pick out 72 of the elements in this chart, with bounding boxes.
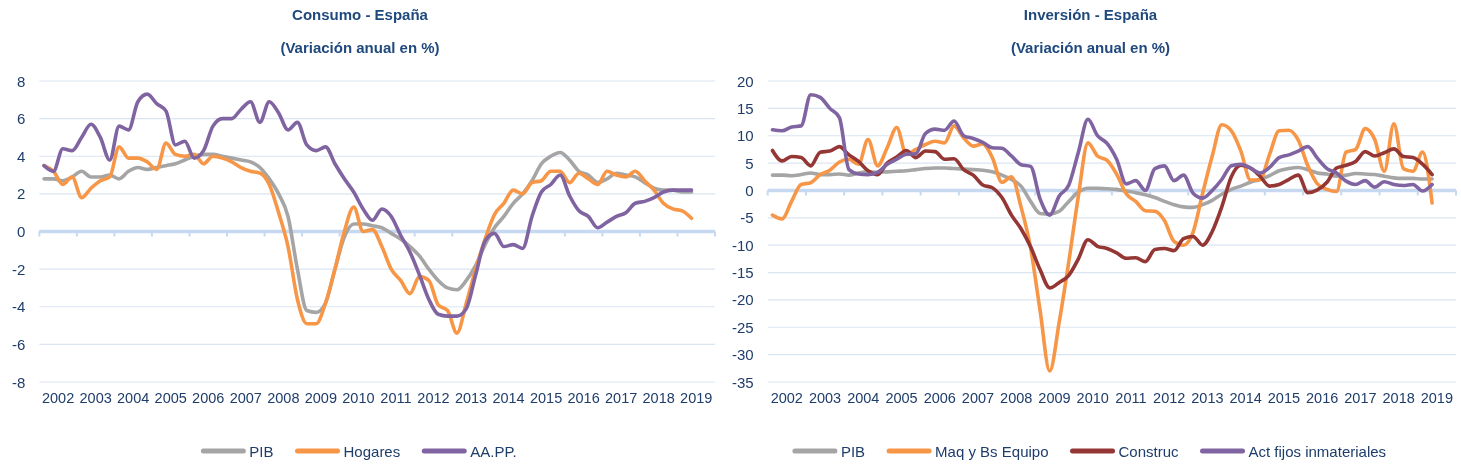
legend-label: Construc bbox=[1118, 442, 1180, 460]
y-tick-label: -35 bbox=[731, 373, 754, 391]
x-tick-label: 2015 bbox=[1267, 390, 1301, 406]
x-tick-label: 2019 bbox=[680, 390, 713, 406]
line-series bbox=[42, 92, 694, 318]
x-tick-label: 2006 bbox=[192, 390, 225, 406]
y-tick-label: 4 bbox=[16, 147, 26, 165]
y-tick-label: -4 bbox=[11, 298, 26, 316]
x-tick-label: 2005 bbox=[885, 390, 918, 406]
y-tick-label: -15 bbox=[731, 264, 754, 282]
x-tick-label: 2009 bbox=[304, 390, 337, 406]
y-tick-label: 2 bbox=[16, 185, 26, 203]
x-tick-label: 2008 bbox=[1000, 390, 1033, 406]
chart-subtitle: (Variación anual en %) bbox=[1010, 39, 1171, 56]
y-tick-label: -5 bbox=[740, 209, 754, 227]
x-tick-label: 2016 bbox=[567, 390, 600, 406]
x-tick-label: 2011 bbox=[1115, 390, 1147, 406]
x-tick-label: 2004 bbox=[847, 390, 880, 406]
x-tick-label: 2011 bbox=[380, 390, 412, 406]
y-tick-label: -30 bbox=[731, 346, 754, 364]
x-tick-label: 2002 bbox=[41, 390, 75, 406]
legend-label: Maq y Bs Equipo bbox=[935, 442, 1049, 460]
x-tick-label: 2007 bbox=[229, 390, 262, 406]
chart-title: Consumo - España bbox=[292, 6, 429, 23]
legend-label: PIB bbox=[249, 442, 274, 460]
y-tick-label: 0 bbox=[745, 181, 754, 199]
line-series bbox=[770, 121, 1434, 373]
y-tick-label: 20 bbox=[736, 72, 754, 90]
x-tick-label: 2019 bbox=[1420, 390, 1454, 406]
legend-label: Act fijos inmateriales bbox=[1248, 442, 1387, 460]
x-tick-label: 2012 bbox=[1153, 390, 1186, 406]
x-tick-label: 2010 bbox=[342, 390, 375, 406]
y-tick-label: 6 bbox=[16, 110, 26, 128]
line-series bbox=[770, 92, 1434, 217]
x-tick-label: 2007 bbox=[961, 390, 995, 406]
x-tick-label: 2017 bbox=[605, 390, 638, 406]
x-tick-label: 2010 bbox=[1076, 390, 1109, 406]
legend-label: AA.PP. bbox=[470, 442, 517, 460]
x-tick-label: 2015 bbox=[529, 390, 563, 406]
y-tick-label: 0 bbox=[16, 223, 26, 240]
x-tick-label: 2018 bbox=[642, 390, 675, 406]
y-tick-label: -20 bbox=[731, 291, 754, 309]
y-tick-label: 15 bbox=[736, 99, 754, 117]
x-tick-label: 2004 bbox=[117, 390, 150, 406]
x-tick-label: 2002 bbox=[770, 390, 803, 406]
y-tick-label: 10 bbox=[736, 127, 754, 145]
x-tick-label: 2013 bbox=[454, 390, 488, 406]
x-tick-label: 2003 bbox=[808, 390, 842, 406]
y-tick-label: -2 bbox=[11, 260, 26, 278]
x-tick-label: 2016 bbox=[1306, 390, 1339, 406]
chart-title: Inversión - España bbox=[1023, 6, 1158, 23]
x-tick-label: 2014 bbox=[492, 390, 525, 406]
line-series bbox=[770, 144, 1434, 290]
x-tick-label: 2008 bbox=[267, 390, 300, 406]
legend-label: PIB bbox=[840, 442, 866, 460]
y-tick-label: -8 bbox=[11, 373, 26, 391]
x-tick-label: 2017 bbox=[1344, 390, 1377, 406]
x-tick-label: 2009 bbox=[1038, 390, 1071, 406]
x-tick-label: 2003 bbox=[79, 390, 112, 406]
x-tick-label: 2005 bbox=[154, 390, 187, 406]
y-tick-label: 8 bbox=[16, 72, 26, 90]
y-tick-label: -10 bbox=[731, 236, 754, 254]
y-tick-label: 5 bbox=[745, 154, 754, 172]
x-tick-label: 2014 bbox=[1229, 390, 1262, 406]
y-tick-label: -6 bbox=[11, 335, 26, 353]
x-tick-label: 2018 bbox=[1382, 390, 1415, 406]
x-tick-label: 2012 bbox=[417, 390, 450, 406]
chart-subtitle: (Variación anual en %) bbox=[280, 39, 440, 56]
y-tick-label: -25 bbox=[731, 318, 754, 336]
x-tick-label: 2013 bbox=[1191, 390, 1224, 406]
legend-label: Hogares bbox=[343, 442, 401, 460]
x-tick-label: 2006 bbox=[923, 390, 956, 406]
